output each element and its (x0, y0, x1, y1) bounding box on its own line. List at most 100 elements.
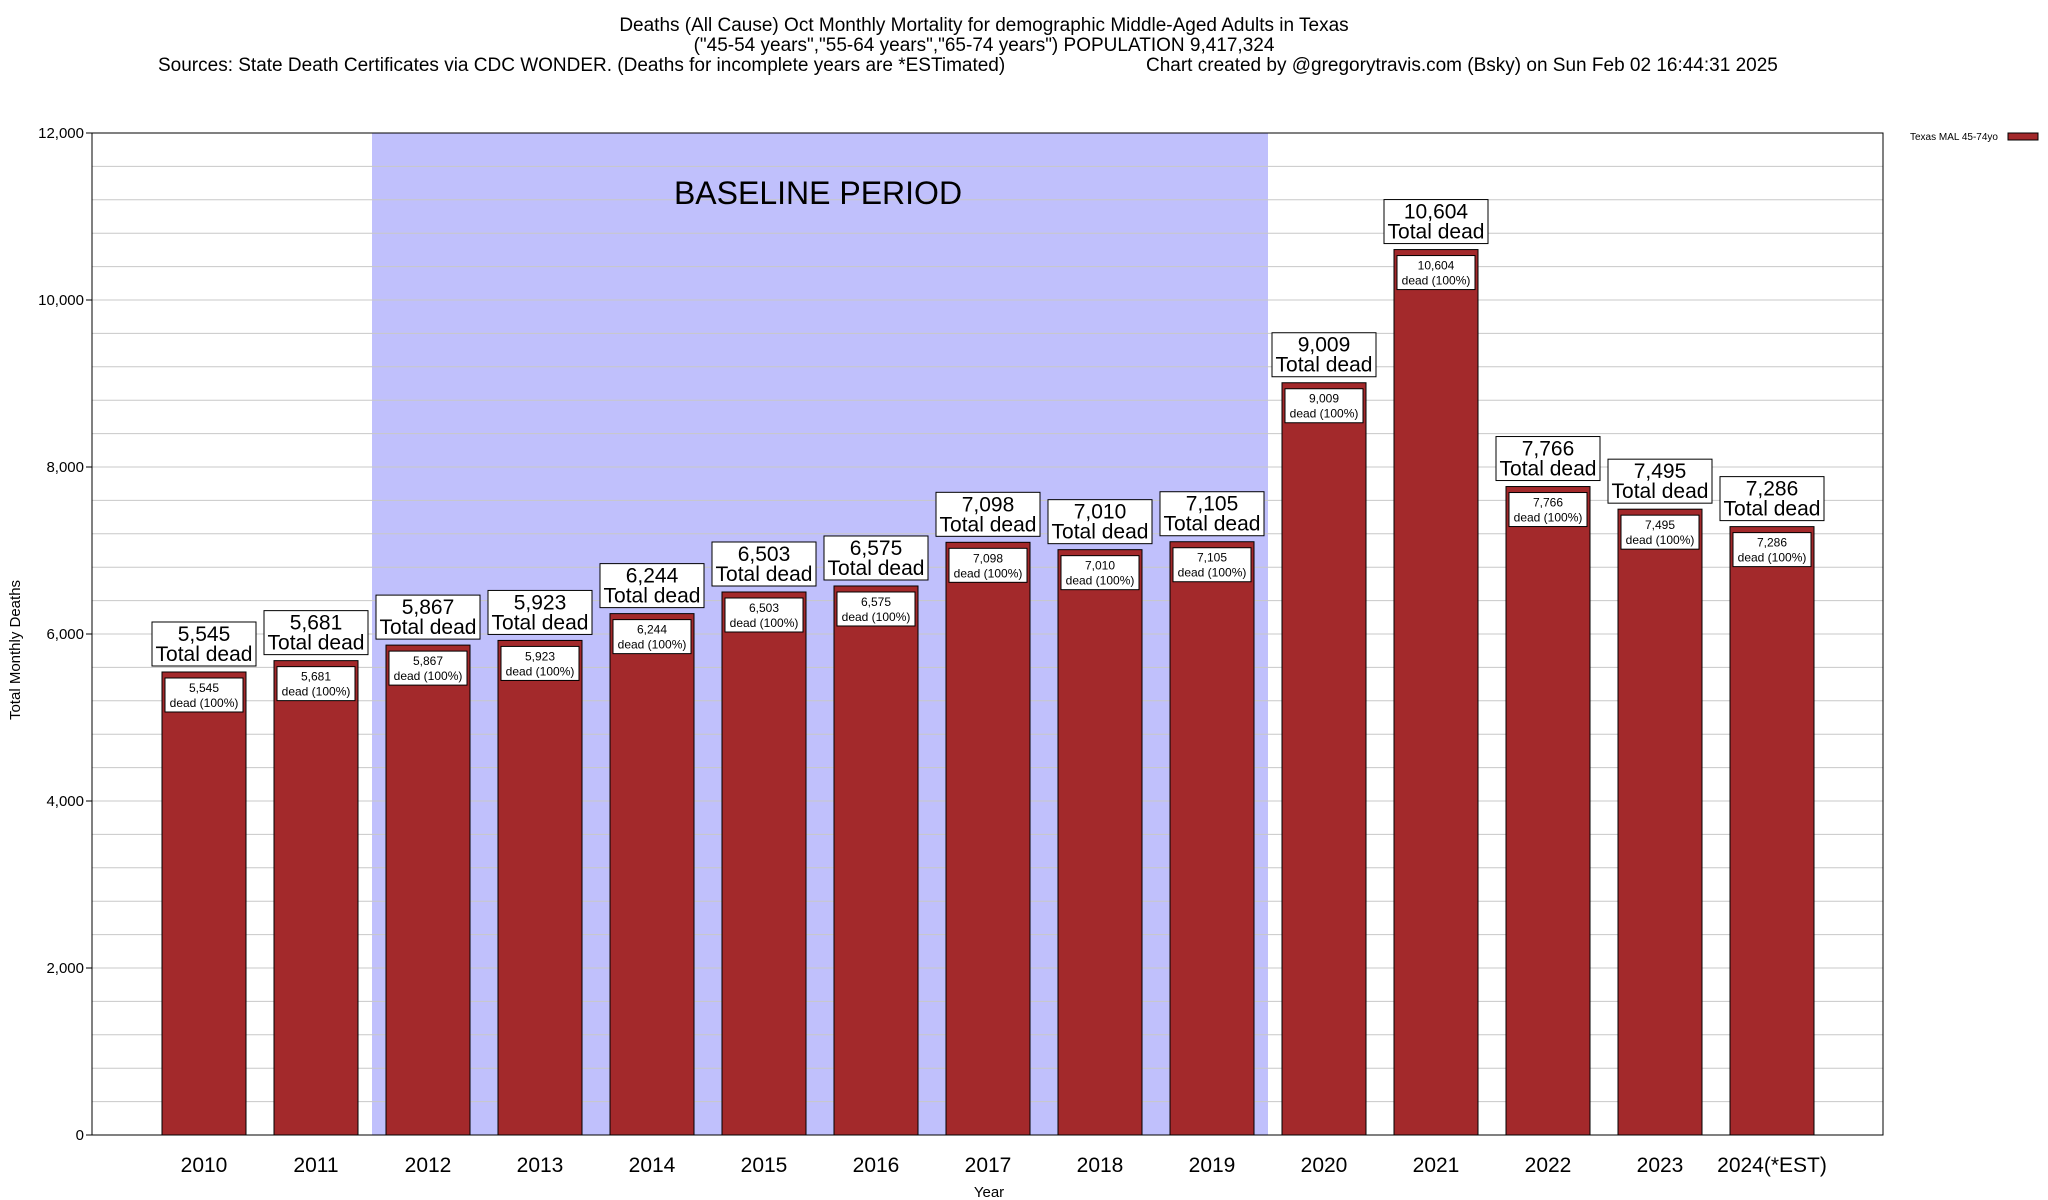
top-total-label: Total dead (268, 632, 365, 655)
bar (1393, 249, 1479, 1136)
top-total-label: Total dead (492, 611, 589, 634)
bar (1729, 526, 1815, 1136)
inner-percent-label: dead (100%) (1626, 533, 1695, 547)
x-tick-label: 2013 (517, 1154, 564, 1177)
inner-label-box (500, 645, 580, 681)
inner-label-box (836, 591, 916, 627)
top-value-label: 10,604 (1404, 201, 1469, 224)
bar (385, 644, 471, 1136)
top-total-label: Total dead (604, 585, 701, 608)
inner-value-label: 9,009 (1309, 392, 1339, 406)
top-value-label: 7,495 (1634, 460, 1687, 483)
top-value-label: 6,244 (626, 565, 679, 588)
inner-percent-label: dead (100%) (1738, 551, 1807, 565)
top-total-label: Total dead (1612, 480, 1709, 503)
inner-percent-label: dead (100%) (730, 616, 799, 630)
inner-value-label: 10,604 (1418, 259, 1455, 273)
top-value-label: 7,766 (1522, 438, 1575, 461)
top-total-label: Total dead (1500, 458, 1597, 481)
x-tick-label: 2019 (1189, 1154, 1236, 1177)
x-tick-label: 2022 (1525, 1154, 1572, 1177)
y-tick-label: 8,000 (46, 459, 84, 476)
top-label-box (1047, 499, 1153, 545)
y-tick-label: 6,000 (46, 626, 84, 643)
inner-percent-label: dead (100%) (282, 685, 351, 699)
x-tick-label: 2015 (741, 1154, 788, 1177)
bar (833, 585, 919, 1136)
x-tick-label: 2024(*EST) (1717, 1154, 1827, 1177)
inner-percent-label: dead (100%) (506, 664, 575, 678)
top-value-label: 7,105 (1186, 493, 1239, 516)
inner-value-label: 5,867 (413, 654, 443, 668)
x-tick-label: 2021 (1413, 1154, 1460, 1177)
x-tick-label: 2020 (1301, 1154, 1348, 1177)
x-tick-label: 2012 (405, 1154, 452, 1177)
top-total-label: Total dead (1724, 498, 1821, 521)
chart-title-line1: Deaths (All Cause) Oct Monthly Mortality… (619, 15, 1348, 36)
top-value-label: 6,575 (850, 537, 903, 560)
chart-title-line2: ("45-54 years","55-64 years","65-74 year… (694, 35, 1275, 56)
baseline-period-label: BASELINE PERIOD (674, 175, 962, 211)
top-total-label: Total dead (1388, 221, 1485, 244)
x-tick-label: 2014 (629, 1154, 676, 1177)
inner-label-box (1620, 514, 1700, 550)
bar (1169, 541, 1255, 1136)
inner-percent-label: dead (100%) (1402, 274, 1471, 288)
inner-value-label: 6,244 (637, 623, 667, 637)
y-tick-label: 10,000 (38, 292, 84, 309)
top-total-label: Total dead (156, 643, 253, 666)
inner-value-label: 7,010 (1085, 559, 1115, 573)
y-tick-label: 0 (76, 1127, 84, 1144)
top-label-box (1271, 332, 1377, 378)
x-tick-label: 2017 (965, 1154, 1012, 1177)
bar (161, 671, 247, 1136)
x-tick-label: 2011 (293, 1154, 338, 1177)
top-label-box (1159, 491, 1265, 537)
inner-value-label: 5,923 (525, 649, 555, 663)
bar (721, 591, 807, 1136)
x-tick-label: 2018 (1077, 1154, 1124, 1177)
inner-percent-label: dead (100%) (170, 696, 239, 710)
bar (1057, 549, 1143, 1136)
top-total-label: Total dead (1164, 513, 1261, 536)
inner-value-label: 6,503 (749, 601, 779, 615)
inner-label-box (276, 666, 356, 702)
top-label-box (823, 535, 929, 581)
inner-label-box (948, 547, 1028, 583)
x-axis-title: Year (974, 1184, 1004, 1200)
inner-percent-label: dead (100%) (954, 566, 1023, 580)
top-label-box (487, 589, 593, 635)
top-label-box (935, 491, 1041, 537)
inner-percent-label: dead (100%) (1066, 574, 1135, 588)
y-axis-title: Total Monthly Deaths (7, 580, 24, 720)
bar (1617, 508, 1703, 1136)
top-total-label: Total dead (716, 563, 813, 586)
inner-label-box (612, 619, 692, 655)
y-tick-label: 12,000 (38, 125, 84, 142)
top-value-label: 5,681 (290, 612, 343, 635)
inner-percent-label: dead (100%) (1178, 566, 1247, 580)
inner-value-label: 5,545 (189, 681, 219, 695)
inner-label-box (1172, 547, 1252, 583)
legend-swatch (2007, 132, 2039, 141)
inner-label-box (1060, 555, 1140, 591)
inner-percent-label: dead (100%) (394, 669, 463, 683)
inner-label-box (1396, 255, 1476, 291)
top-value-label: 5,545 (178, 623, 231, 646)
top-label-box (1607, 458, 1713, 504)
top-total-label: Total dead (1052, 521, 1149, 544)
inner-value-label: 6,575 (861, 595, 891, 609)
top-label-box (1719, 476, 1825, 522)
top-value-label: 5,867 (402, 596, 455, 619)
inner-value-label: 7,766 (1533, 496, 1563, 510)
top-total-label: Total dead (1276, 354, 1373, 377)
top-label-box (1495, 436, 1601, 482)
top-value-label: 5,923 (514, 591, 567, 614)
axes: 0 2,000 4,000 6,000 8,000 10,000 12,000 2010 201… (38, 125, 1884, 1177)
inner-label-box (1732, 532, 1812, 568)
top-value-label: 7,286 (1746, 478, 1799, 501)
x-tick-label: 2010 (181, 1154, 228, 1177)
inner-value-label: 7,495 (1645, 518, 1675, 532)
